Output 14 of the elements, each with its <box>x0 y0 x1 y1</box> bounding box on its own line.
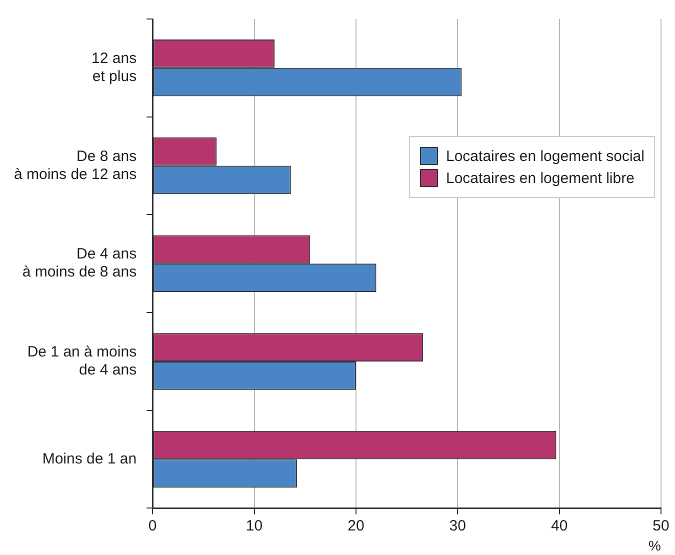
x-tick-label: 40 <box>550 517 568 534</box>
y-tick-label: De 8 ans à moins de 12 ans <box>14 148 137 183</box>
x-axis-title: % <box>648 537 661 554</box>
y-tick-label: Moins de 1 an <box>42 450 137 468</box>
legend-label: Locataires en logement libre <box>446 170 634 187</box>
x-tick-label: 20 <box>348 517 364 534</box>
x-tick-label: 0 <box>148 517 157 534</box>
legend-label: Locataires en logement social <box>446 148 644 165</box>
y-tick-label: 12 ans et plus <box>92 50 137 86</box>
x-tick-label: 50 <box>652 517 670 534</box>
y-tick-label: De 1 an à moins de 4 ans <box>27 344 137 379</box>
x-tick-label: 30 <box>449 517 466 534</box>
x-tick-label: 10 <box>246 517 263 534</box>
y-tick-label: De 4 ans à moins de 8 ans <box>22 246 137 281</box>
